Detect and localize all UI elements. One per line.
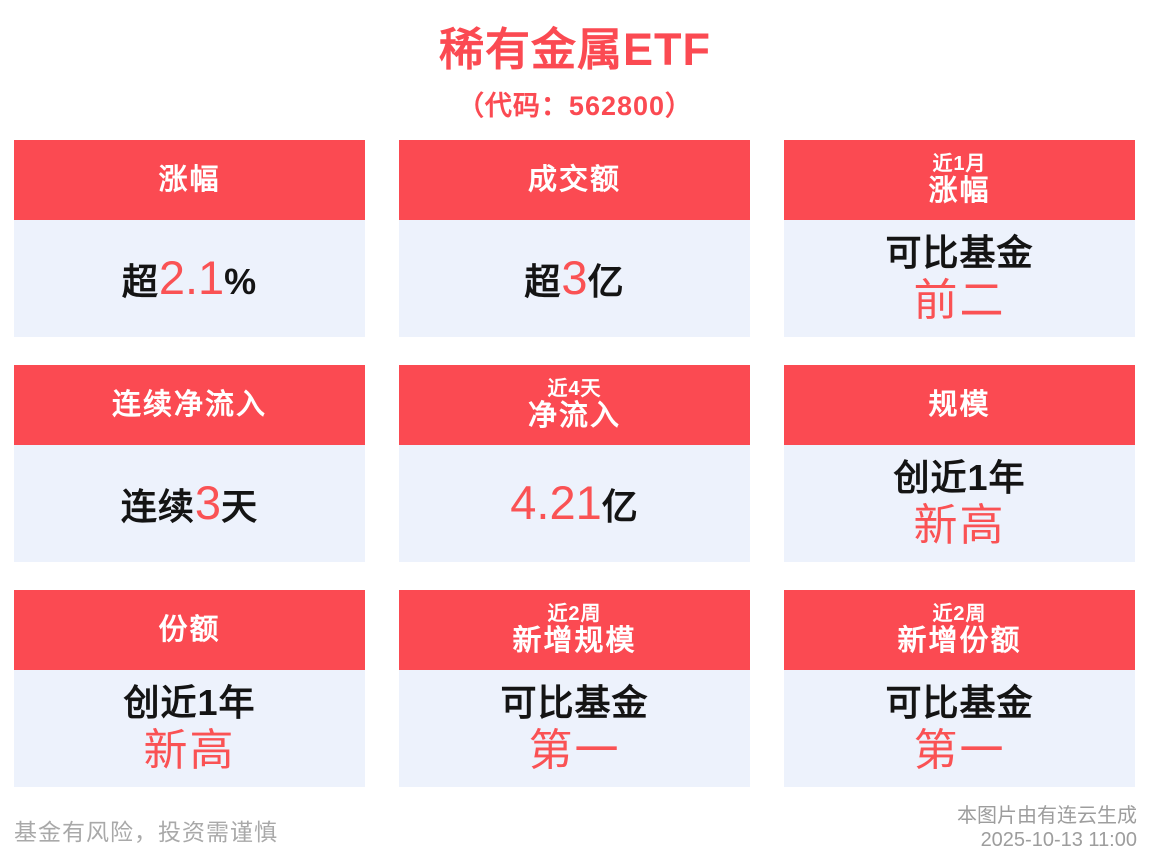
value-suffix: %: [224, 261, 258, 303]
card-value-highlight: 新高: [143, 725, 236, 775]
card-2week-new-scale: 近2周 新增规模 可比基金 第一: [399, 590, 750, 787]
card-header-label: 净流入: [527, 399, 621, 432]
card-4day-inflow: 近4天 净流入 4.21 亿: [399, 365, 750, 562]
card-value: 可比基金: [500, 682, 648, 723]
card-header-label: 涨幅: [928, 174, 991, 207]
card-turnover: 成交额 超 3 亿: [399, 140, 750, 337]
card-value: 4.21 亿: [510, 479, 639, 527]
value-prefix: 可比基金: [885, 232, 1034, 274]
value-accent: 3: [561, 251, 588, 305]
generated-timestamp: 2025-10-13 11:00: [980, 829, 1137, 851]
card-header-period: 近1月: [932, 152, 987, 175]
fund-code: （代码：562800）: [456, 90, 694, 121]
card-header: 近2周 新增份额: [784, 590, 1135, 670]
value-prefix: 超: [121, 261, 159, 303]
card-header: 近4天 净流入: [399, 365, 750, 445]
card-header-label: 规模: [928, 388, 991, 421]
card-scale: 规模 创近1年 新高: [784, 365, 1135, 562]
value-accent: 4.21: [510, 476, 602, 530]
card-body: 可比基金 第一: [399, 670, 750, 787]
card-header-period: 近2周: [932, 602, 987, 625]
card-shares: 份额 创近1年 新高: [14, 590, 365, 787]
card-value: 创近1年: [893, 457, 1025, 498]
risk-disclaimer: 基金有风险，投资需谨慎: [14, 819, 278, 845]
card-body: 可比基金 前二: [784, 220, 1135, 337]
card-header: 涨幅: [14, 140, 365, 220]
card-value: 可比基金: [885, 682, 1033, 723]
card-header-label: 份额: [158, 613, 221, 646]
card-header: 近2周 新增规模: [399, 590, 750, 670]
card-value-highlight: 第一: [913, 725, 1006, 775]
value-prefix: 创近1年: [123, 682, 256, 724]
card-body: 4.21 亿: [399, 445, 750, 562]
card-header: 规模: [784, 365, 1135, 445]
card-price-change: 涨幅 超 2.1 %: [14, 140, 365, 337]
card-1month-change: 近1月 涨幅 可比基金 前二: [784, 140, 1135, 337]
card-header-label: 成交额: [527, 163, 621, 196]
card-body: 超 2.1 %: [14, 220, 365, 337]
value-prefix: 超: [524, 261, 562, 303]
card-value: 超 2.1 %: [122, 254, 257, 302]
card-header-label: 新增规模: [512, 624, 637, 657]
stat-card-grid: 涨幅 超 2.1 % 成交额 超 3 亿: [14, 140, 1135, 787]
title-block: 稀有金属ETF （代码：562800）: [0, 0, 1150, 123]
value-prefix: 创近1年: [893, 457, 1026, 499]
page-title: 稀有金属ETF: [439, 24, 711, 75]
generator-credit: 本图片由有连云生成 2025-10-13 11:00: [957, 804, 1137, 852]
card-value-highlight: 第一: [528, 725, 621, 775]
card-header: 份额: [14, 590, 365, 670]
card-header-period: 近4天: [547, 377, 602, 400]
footer: 基金有风险，投资需谨慎 本图片由有连云生成 2025-10-13 11:00: [14, 804, 1137, 852]
card-body: 超 3 亿: [399, 220, 750, 337]
card-value-highlight: 前二: [913, 275, 1006, 325]
card-value: 可比基金: [885, 232, 1033, 273]
card-body: 可比基金 第一: [784, 670, 1135, 787]
card-value: 创近1年: [123, 682, 255, 723]
value-suffix: 亿: [601, 486, 639, 528]
generator-source: 本图片由有连云生成: [957, 805, 1137, 827]
card-header-period: 近2周: [547, 602, 602, 625]
card-value: 连续 3 天: [121, 479, 258, 527]
card-header: 连续净流入: [14, 365, 365, 445]
value-suffix: 天: [221, 486, 259, 528]
card-header: 近1月 涨幅: [784, 140, 1135, 220]
card-value: 超 3 亿: [524, 254, 624, 302]
value-suffix: 亿: [587, 261, 625, 303]
card-header: 成交额: [399, 140, 750, 220]
card-body: 创近1年 新高: [784, 445, 1135, 562]
value-accent: 2.1: [158, 251, 225, 305]
card-header-label: 连续净流入: [111, 388, 267, 421]
card-body: 创近1年 新高: [14, 670, 365, 787]
value-prefix: 可比基金: [885, 682, 1034, 724]
card-consecutive-inflow: 连续净流入 连续 3 天: [14, 365, 365, 562]
value-prefix: 连续: [120, 486, 195, 528]
value-accent: 3: [194, 476, 222, 530]
value-prefix: 可比基金: [500, 682, 649, 724]
card-body: 连续 3 天: [14, 445, 365, 562]
card-header-label: 新增份额: [897, 624, 1022, 657]
card-header-label: 涨幅: [158, 163, 221, 196]
card-2week-new-shares: 近2周 新增份额 可比基金 第一: [784, 590, 1135, 787]
card-value-highlight: 新高: [913, 500, 1006, 550]
